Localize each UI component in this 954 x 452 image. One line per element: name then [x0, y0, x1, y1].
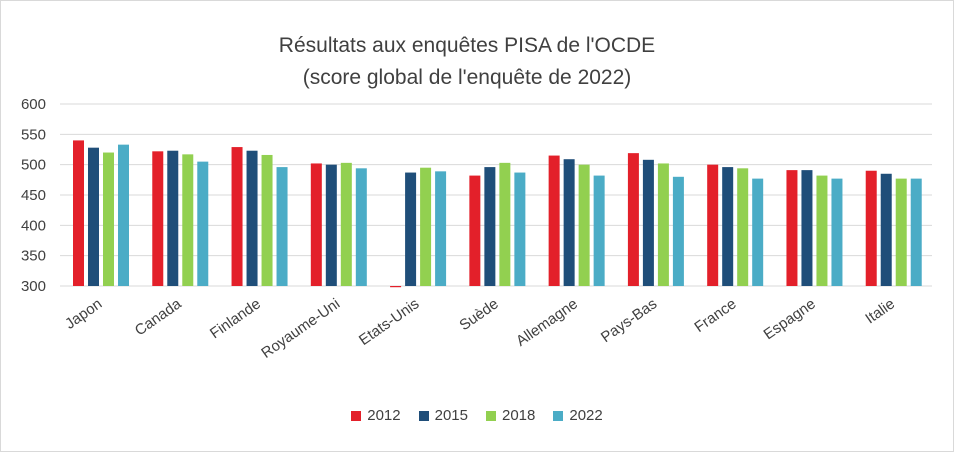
bar — [563, 159, 575, 286]
legend-label: 2018 — [502, 407, 536, 424]
chart-title: Résultats aux enquêtes PISA de l'OCDE (s… — [0, 30, 934, 94]
x-tick-label: Japon — [62, 295, 105, 332]
y-tick-label: 400 — [21, 217, 46, 234]
bar — [514, 172, 526, 286]
y-tick-label: 500 — [21, 157, 46, 174]
y-tick-label: 300 — [21, 278, 46, 295]
bar — [167, 150, 179, 286]
legend-item: 2012 — [351, 407, 401, 424]
chart-subtitle-line: (score global de l'enquête de 2022) — [302, 66, 632, 89]
bar — [865, 170, 877, 286]
bar — [118, 144, 129, 286]
y-tick-label: 600 — [21, 96, 46, 113]
x-tick-label: Canada — [132, 295, 185, 339]
bar — [499, 162, 511, 286]
bar — [152, 151, 164, 286]
bar — [469, 175, 481, 286]
bar — [182, 154, 194, 286]
bar — [831, 178, 843, 286]
legend-item: 2022 — [553, 407, 603, 424]
legend-swatch — [486, 410, 496, 421]
bar — [484, 167, 496, 286]
bar — [103, 152, 114, 286]
bar — [895, 178, 907, 286]
bar — [880, 173, 892, 286]
bar — [261, 154, 273, 286]
bar — [231, 147, 243, 286]
bar — [435, 171, 447, 286]
legend-label: 2012 — [367, 407, 401, 424]
legend-swatch — [418, 410, 429, 421]
bar — [642, 159, 654, 286]
bar — [73, 140, 84, 286]
legend-label: 2015 — [434, 407, 468, 424]
bar — [910, 178, 922, 286]
x-tick-label: Espagne — [760, 295, 818, 343]
bar — [722, 167, 734, 286]
bar — [627, 153, 639, 286]
bar — [578, 164, 590, 286]
x-tick-label: Italie — [862, 295, 898, 327]
y-tick-label: 450 — [21, 187, 46, 204]
x-tick-label: Allemagne — [513, 295, 581, 350]
legend-swatch — [553, 410, 564, 421]
bar — [752, 178, 764, 286]
bar — [197, 161, 209, 286]
chart-legend: 2012 2015 2018 2022 — [0, 407, 954, 424]
x-tick-label: Etats-Unis — [356, 295, 422, 349]
legend-item: 2015 — [418, 407, 468, 424]
x-tick-label: France — [691, 295, 739, 336]
chart-title-line: Résultats aux enquêtes PISA de l'OCDE — [278, 34, 656, 57]
bar — [325, 164, 337, 286]
x-tick-label: Suède — [456, 295, 501, 334]
bar — [801, 170, 813, 286]
bar — [355, 168, 367, 286]
bar — [707, 164, 719, 286]
bar — [737, 168, 749, 286]
bar — [593, 175, 605, 286]
legend-item: 2018 — [486, 407, 535, 424]
x-tick-label: Royaume-Uni — [258, 295, 343, 362]
x-tick-label: Finlande — [207, 295, 264, 342]
bar — [310, 163, 322, 286]
bar — [657, 163, 669, 286]
legend-swatch — [351, 410, 362, 421]
y-tick-label: 350 — [21, 248, 46, 265]
bar — [88, 147, 99, 286]
x-tick-label: Pays-Bas — [598, 295, 660, 346]
bar — [340, 162, 352, 286]
y-tick-label: 550 — [21, 126, 46, 143]
bar — [390, 286, 402, 288]
bar — [276, 167, 288, 286]
bar — [786, 170, 798, 286]
bar — [672, 176, 684, 286]
bar — [548, 155, 560, 286]
bar — [246, 150, 258, 286]
bar — [420, 167, 432, 286]
bar — [405, 172, 417, 286]
legend-label: 2022 — [569, 407, 603, 424]
bar — [816, 175, 828, 286]
